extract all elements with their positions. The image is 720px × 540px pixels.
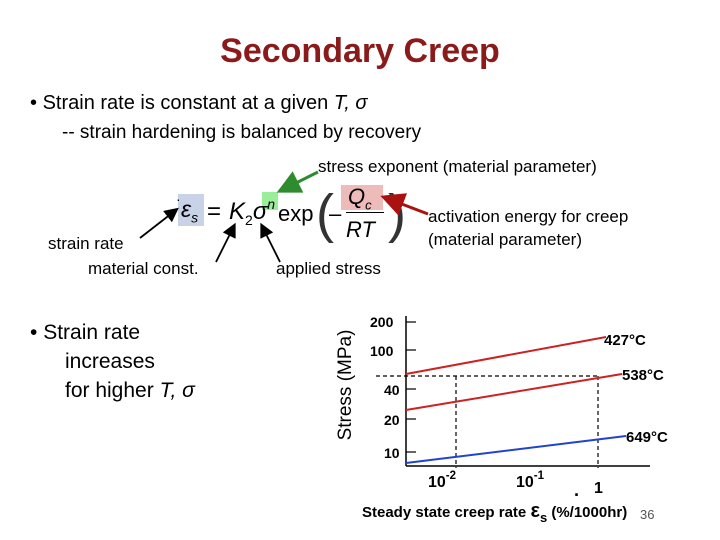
x-tick-1: 1 bbox=[594, 480, 603, 497]
equation-minus: – bbox=[329, 201, 342, 226]
arrow-applied-stress bbox=[260, 222, 281, 263]
note-stress-exponent: stress exponent (material parameter) bbox=[318, 157, 597, 176]
arrow-strain-rate bbox=[139, 207, 179, 239]
x-tick-0.01: 10-2 bbox=[428, 469, 457, 491]
curve-427c bbox=[405, 336, 607, 375]
y-tick-10: 10 bbox=[384, 445, 400, 461]
x-tick-0.1: 10-1 bbox=[516, 469, 545, 491]
arrow-stress-exponent bbox=[276, 170, 319, 193]
bullet2-line1: • Strain rate bbox=[30, 321, 141, 344]
highlight-activation bbox=[341, 185, 383, 210]
curve-538c bbox=[405, 373, 623, 411]
equation-equals: = bbox=[207, 198, 222, 225]
highlight-strain-rate bbox=[178, 194, 204, 226]
note-applied-stress: applied stress bbox=[276, 259, 381, 278]
bullet2-line2: increases bbox=[65, 350, 155, 373]
note-strain-rate: strain rate bbox=[48, 234, 124, 253]
equation-coefficient: K2σn bbox=[229, 196, 276, 228]
creep-rate-dot-icon: · bbox=[574, 485, 580, 505]
note-material-const: material const. bbox=[88, 259, 199, 278]
curve-label-538: 538°C bbox=[622, 367, 664, 384]
bullet-subpoint: -- strain hardening is balanced by recov… bbox=[62, 122, 422, 143]
equation-strain-rate-symbol: εs bbox=[181, 196, 199, 226]
curve-label-427: 427°C bbox=[604, 332, 646, 349]
y-tick-40: 40 bbox=[384, 382, 400, 398]
bullet2-line3: for higher T, σ bbox=[65, 379, 195, 402]
equation-denominator: RT bbox=[346, 217, 375, 242]
arrow-activation-energy bbox=[380, 193, 429, 216]
fraction-bar bbox=[346, 212, 384, 213]
note-activation-line2: (material parameter) bbox=[428, 230, 582, 249]
y-tick-100: 100 bbox=[370, 343, 394, 359]
curve-649c bbox=[405, 435, 627, 464]
rate-dot-icon: · bbox=[176, 191, 181, 207]
bullet-constant-strain-rate: • Strain rate is constant at a given T, … bbox=[30, 92, 367, 115]
x-axis-label: Steady state creep rate εs (%/1000hr) bbox=[362, 500, 628, 525]
bullet-symbols: T, σ bbox=[333, 92, 368, 114]
equation-numerator: Qc bbox=[348, 184, 372, 213]
y-tick-20: 20 bbox=[384, 412, 400, 428]
bullet-higher-temperature: • Strain rate increases for higher T, σ bbox=[30, 318, 270, 405]
left-paren-icon: ( bbox=[316, 184, 334, 244]
arrow-material-const bbox=[215, 222, 236, 263]
note-activation-line1: activation energy for creep bbox=[428, 207, 629, 226]
bullet-text: Strain rate is constant at a given bbox=[42, 92, 329, 114]
highlight-exponent bbox=[262, 192, 278, 210]
y-tick-200: 200 bbox=[370, 314, 394, 330]
page-number: 36 bbox=[640, 507, 655, 522]
slide-title: Secondary Creep bbox=[220, 32, 500, 70]
equation-exp: exp bbox=[278, 201, 314, 226]
creep-rate-symbol: εs bbox=[530, 500, 548, 525]
curve-label-649: 649°C bbox=[626, 429, 668, 446]
bullet-marker: • bbox=[30, 92, 38, 114]
